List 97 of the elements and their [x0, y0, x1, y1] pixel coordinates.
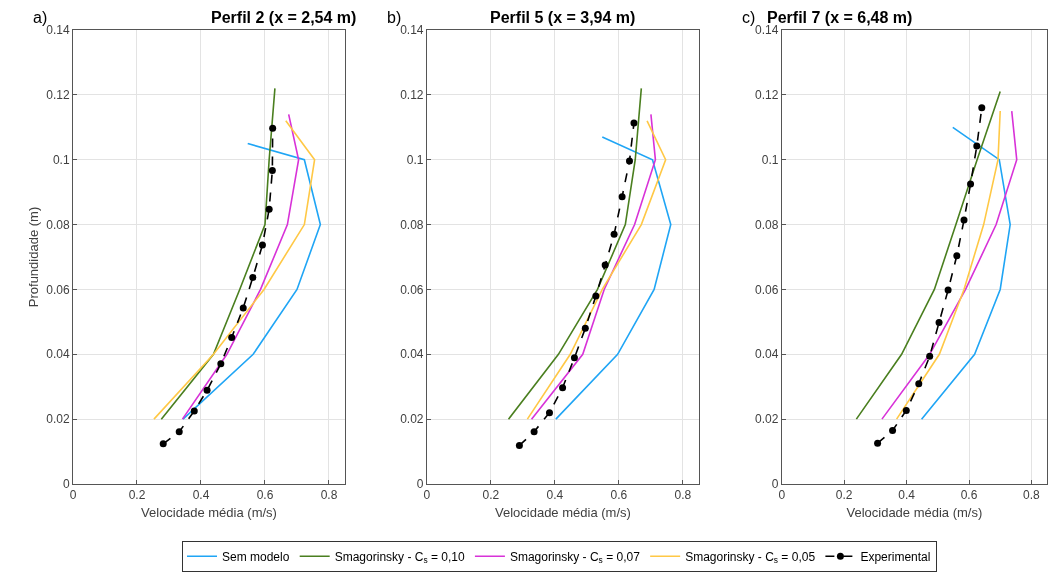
point — [159, 440, 167, 448]
point — [960, 216, 968, 224]
point — [973, 142, 981, 150]
y-tick-label: 0.12 — [400, 88, 424, 103]
legend-label: Smagorinsky - C$_{s}$ = 0,05 — [685, 549, 816, 566]
y-tick-label: 0.1 — [761, 152, 779, 167]
point — [559, 384, 567, 392]
text: a) — [33, 9, 48, 26]
line-series — [507, 87, 643, 420]
point — [570, 354, 578, 362]
chart-title: Perfil 2 (x = 2,54 m) — [211, 9, 357, 26]
chart-title: Perfil 7 (x = 6,48 m) — [767, 9, 913, 26]
point — [515, 441, 523, 449]
y-tick-label: 0.02 — [755, 412, 779, 427]
y-tick-label: 0.02 — [400, 412, 424, 427]
y-axis-title: Profundidade (m) — [26, 206, 42, 308]
x-tick-label: 0.8 — [674, 488, 692, 503]
line-series — [920, 126, 1011, 420]
point — [545, 409, 553, 417]
line-series — [181, 113, 300, 420]
y-tick-label: 0 — [771, 477, 779, 492]
point — [581, 324, 589, 332]
x-axis-title: Velocidade média (m/s) — [494, 505, 631, 520]
point — [610, 230, 618, 238]
point — [935, 319, 943, 327]
y-tick-label: 0.06 — [755, 282, 779, 297]
point — [889, 426, 897, 434]
point — [265, 205, 273, 213]
point — [239, 304, 247, 312]
line-series — [153, 120, 316, 420]
point — [601, 261, 609, 269]
y-tick-label: 0.06 — [400, 282, 424, 297]
point — [203, 386, 211, 394]
point — [625, 157, 633, 165]
y-tick-label: 0.04 — [755, 347, 779, 362]
chart-title: Perfil 5 (x = 3,94 m) — [490, 9, 636, 26]
x-tick-label: 0.4 — [546, 488, 564, 503]
y-tick-label: 0.02 — [46, 412, 70, 427]
point — [269, 124, 277, 132]
point — [190, 407, 198, 415]
point — [175, 428, 183, 436]
y-tick-label: 0.06 — [46, 282, 70, 297]
point — [967, 180, 975, 188]
point — [249, 273, 257, 281]
x-tick-label: 0.2 — [482, 488, 500, 503]
text: c) — [742, 9, 756, 26]
y-tick-label: 0.12 — [755, 88, 779, 103]
y-tick-label: 0.1 — [52, 152, 70, 167]
y-tick-label: 0.1 — [406, 152, 424, 167]
legend-label: Sem modelo — [222, 549, 290, 564]
line-series — [881, 110, 1018, 420]
y-tick-label: 0 — [62, 477, 70, 492]
point — [530, 428, 538, 436]
y-tick-label: 0.14 — [400, 23, 424, 38]
y-tick-label: 0.08 — [46, 217, 70, 232]
point — [978, 104, 986, 112]
point — [258, 241, 266, 249]
y-tick-label: 0 — [416, 477, 424, 492]
point — [953, 252, 961, 260]
y-tick-label: 0.14 — [46, 23, 70, 38]
x-tick-label: 0.4 — [898, 488, 916, 503]
y-tick-label: 0.12 — [46, 88, 70, 103]
x-tick-label: 0.6 — [960, 488, 978, 503]
x-axis-title: Velocidade média (m/s) — [846, 505, 983, 520]
point — [228, 333, 236, 341]
x-tick-label: 0.8 — [320, 488, 338, 503]
legend-label: Smagorinsky - C$_{s}$ = 0,07 — [509, 549, 641, 566]
legend-label: Experimental — [860, 549, 931, 564]
text: b) — [387, 9, 402, 26]
line-series — [555, 136, 672, 420]
point — [217, 360, 225, 368]
x-tick-label: 0.2 — [128, 488, 146, 503]
point — [944, 286, 952, 294]
y-tick-label: 0.14 — [755, 23, 779, 38]
x-tick-label: 0.6 — [256, 488, 274, 503]
y-tick-label: 0.04 — [400, 347, 424, 362]
y-tick-label: 0.04 — [46, 347, 70, 362]
point — [926, 352, 934, 360]
y-tick-label: 0.08 — [755, 217, 779, 232]
line-series — [855, 90, 1001, 420]
line-series — [182, 142, 322, 420]
x-axis-title: Velocidade média (m/s) — [141, 505, 277, 520]
point — [618, 193, 626, 201]
line-series — [895, 110, 1001, 420]
legend-label: Smagorinsky - C$_{s}$ = 0,10 — [334, 549, 465, 566]
point — [902, 406, 910, 414]
x-tick-label: 0.2 — [835, 488, 853, 503]
point — [268, 166, 276, 174]
point — [592, 292, 600, 300]
point — [630, 119, 638, 127]
x-tick-label: 0.8 — [1023, 488, 1041, 503]
x-tick-label: 0.6 — [610, 488, 628, 503]
line-series — [160, 87, 276, 420]
x-tick-label: 0.4 — [192, 488, 210, 503]
point — [874, 439, 882, 447]
point — [915, 380, 923, 388]
y-tick-label: 0.08 — [400, 217, 424, 232]
